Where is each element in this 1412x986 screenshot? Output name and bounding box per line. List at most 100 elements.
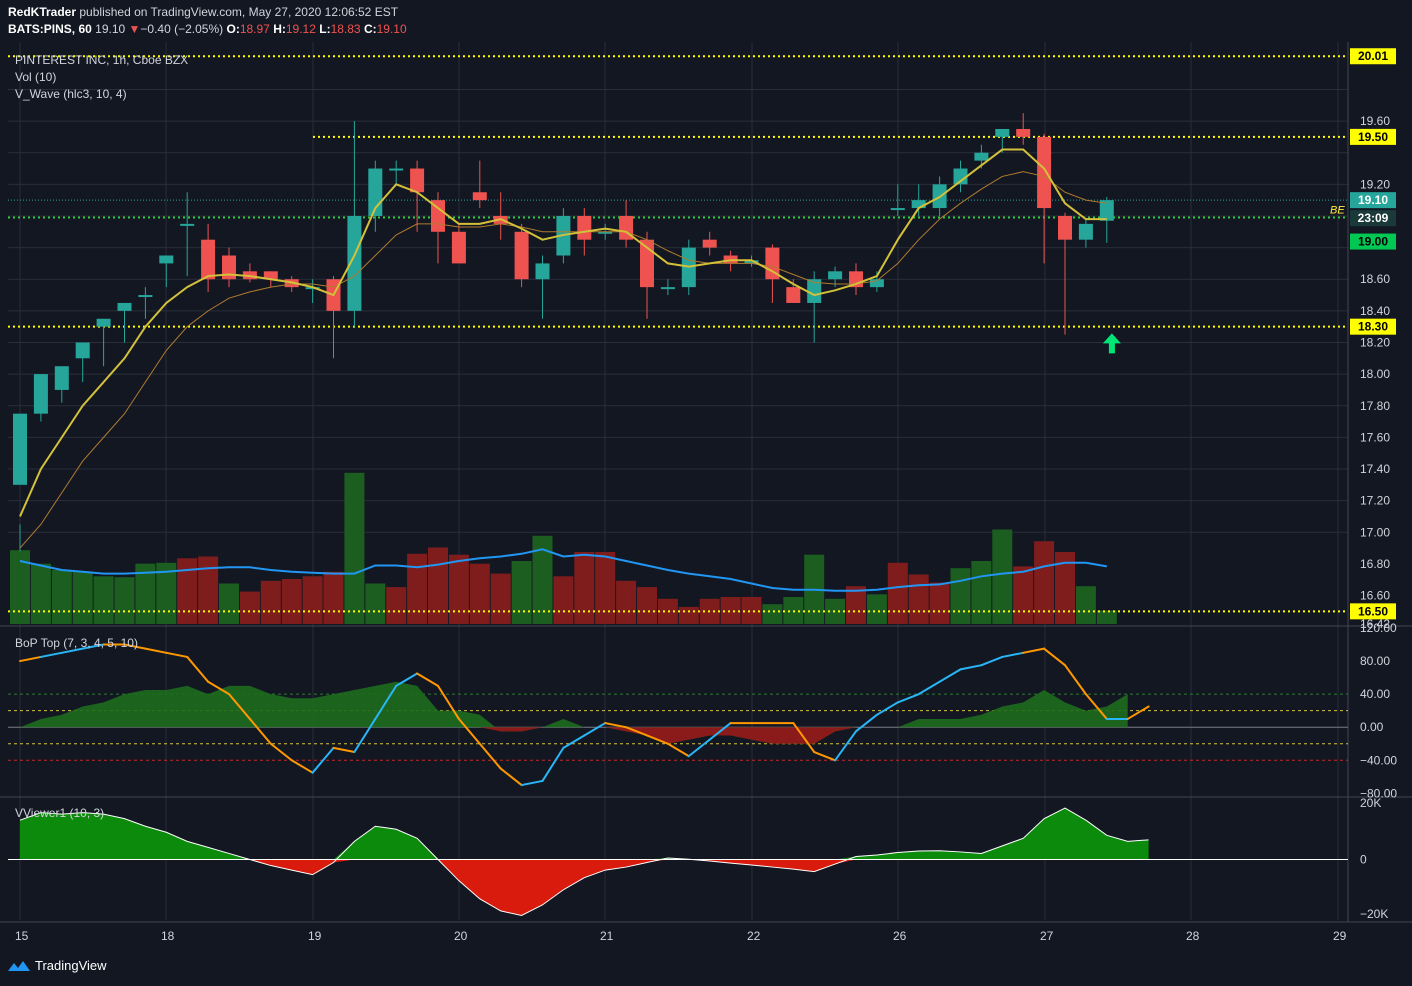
price-axis-label: 16.60 bbox=[1360, 589, 1390, 603]
vviewer-axis-label: −20K bbox=[1360, 907, 1388, 921]
volume-bar bbox=[177, 558, 198, 624]
price-level-tag-bg bbox=[1350, 128, 1396, 145]
price-axis-label: 16.42 bbox=[1360, 617, 1390, 631]
last-price-tag: 19.10 bbox=[1358, 193, 1388, 207]
candle-body bbox=[598, 231, 613, 234]
x-axis-label: 20 bbox=[454, 929, 468, 943]
bop-oscillator-segment bbox=[499, 767, 523, 787]
countdown-label: 23:09 bbox=[1358, 211, 1389, 225]
price-axis-label: 18.40 bbox=[1360, 304, 1390, 318]
x-axis-label: 19 bbox=[308, 929, 322, 943]
volume-bar bbox=[323, 571, 344, 624]
price-axis-label: 19.60 bbox=[1360, 114, 1390, 128]
volume-bar bbox=[302, 576, 323, 624]
volume-bar bbox=[532, 535, 553, 624]
vviewer-line bbox=[19, 807, 1149, 916]
price-axis-label: 16.80 bbox=[1360, 557, 1390, 571]
candle-body bbox=[180, 223, 195, 226]
volume-bar bbox=[616, 580, 637, 624]
candle-body bbox=[1016, 128, 1031, 137]
bop-oscillator-segment bbox=[123, 643, 147, 650]
volume-bar bbox=[135, 563, 156, 624]
candle-body bbox=[410, 168, 425, 193]
volume-bar bbox=[846, 586, 866, 624]
bop-oscillator-segment bbox=[520, 779, 544, 787]
price-level-tag: 16.50 bbox=[1358, 604, 1388, 618]
bop-oscillator-segment bbox=[896, 693, 920, 704]
candle-body bbox=[890, 208, 905, 211]
price-level-tag: 19.50 bbox=[1358, 130, 1388, 144]
price-change: −0.40 (−2.05%) bbox=[140, 22, 224, 36]
bop-axis-label: 40.00 bbox=[1360, 687, 1390, 701]
bop-oscillator-segment bbox=[562, 734, 586, 749]
instrument-legend[interactable]: PINTEREST INC, 1h, Cboe BZX bbox=[15, 53, 189, 67]
bop-oscillator-segment bbox=[60, 647, 84, 654]
bop-oscillator-segment bbox=[938, 668, 962, 683]
volume-bar bbox=[51, 570, 72, 624]
be-tag: 19.00 bbox=[1358, 235, 1388, 249]
volume-bar bbox=[239, 591, 260, 624]
candle-body bbox=[347, 215, 362, 311]
price-axis-label: 17.00 bbox=[1360, 525, 1390, 539]
volume-bar bbox=[469, 563, 490, 624]
bop-oscillator-segment bbox=[290, 759, 314, 774]
candle-body bbox=[1037, 136, 1052, 209]
volume-bar bbox=[10, 550, 30, 624]
bop-legend[interactable]: BoP Top (7, 3, 4, 5, 10) bbox=[15, 636, 138, 650]
volume-bar bbox=[950, 568, 971, 624]
candle-body bbox=[13, 413, 27, 485]
x-axis-label: 29 bbox=[1333, 929, 1347, 943]
bop-oscillator-segment bbox=[813, 751, 837, 762]
candle-body bbox=[807, 279, 822, 303]
candle-body bbox=[702, 239, 717, 248]
volume-bar bbox=[637, 587, 657, 624]
symbol-name: BATS:PINS, 60 bbox=[8, 22, 92, 36]
bop-oscillator-segment bbox=[917, 680, 941, 696]
volume-bar bbox=[219, 583, 239, 624]
close-value: 19.10 bbox=[376, 22, 407, 36]
x-axis-label: 18 bbox=[161, 929, 175, 943]
price-axis-label: 17.20 bbox=[1360, 494, 1390, 508]
bop-oscillator-segment bbox=[604, 722, 628, 729]
vol-legend[interactable]: Vol (10) bbox=[15, 70, 57, 84]
volume-bar bbox=[678, 606, 699, 624]
bop-oscillator-segment bbox=[1126, 705, 1150, 720]
volume-bar bbox=[198, 556, 219, 624]
tradingview-logo[interactable]: TradingView bbox=[8, 958, 107, 973]
bop-oscillator-segment bbox=[353, 717, 377, 754]
price-level-tag-bg bbox=[1350, 603, 1396, 620]
open-value: 18.97 bbox=[239, 22, 270, 36]
volume-bar bbox=[992, 529, 1013, 624]
close-label: C: bbox=[363, 22, 377, 36]
price-axis-label: 18.00 bbox=[1360, 367, 1390, 381]
ma-slow-line bbox=[19, 171, 1107, 549]
candle-body bbox=[33, 374, 48, 414]
bop-oscillator-segment bbox=[457, 717, 481, 745]
candle-body bbox=[263, 271, 278, 280]
high-value: 19.12 bbox=[285, 22, 316, 36]
bop-oscillator-segment bbox=[1043, 647, 1066, 667]
price-level-tag-bg bbox=[1350, 48, 1396, 65]
up-arrow-icon bbox=[1102, 333, 1121, 354]
bop-axis-label: 80.00 bbox=[1360, 654, 1390, 668]
volume-bar bbox=[386, 587, 407, 624]
bop-oscillator-segment bbox=[165, 651, 189, 658]
bop-oscillator-segment bbox=[478, 742, 502, 770]
be-annotation: BE bbox=[1330, 205, 1345, 217]
last-price: 19.10 bbox=[95, 22, 126, 36]
volume-bar bbox=[908, 574, 929, 624]
open-label: O: bbox=[226, 22, 240, 36]
publisher-name[interactable]: RedKTrader bbox=[8, 5, 77, 19]
candle-body bbox=[117, 302, 132, 311]
candle-body bbox=[660, 287, 675, 290]
candle-body bbox=[535, 263, 550, 280]
candle-body bbox=[138, 295, 153, 298]
vviewer-axis-label: 20K bbox=[1360, 796, 1381, 810]
volume-bar bbox=[657, 598, 678, 624]
vviewer-legend[interactable]: VViewer1 (10, 3) bbox=[15, 806, 105, 820]
vwave-legend[interactable]: V_Wave (hlc3, 10, 4) bbox=[15, 87, 127, 101]
bop-oscillator-segment bbox=[959, 664, 983, 671]
bop-oscillator-segment bbox=[666, 742, 690, 758]
bop-axis-label: −80.00 bbox=[1360, 786, 1397, 800]
